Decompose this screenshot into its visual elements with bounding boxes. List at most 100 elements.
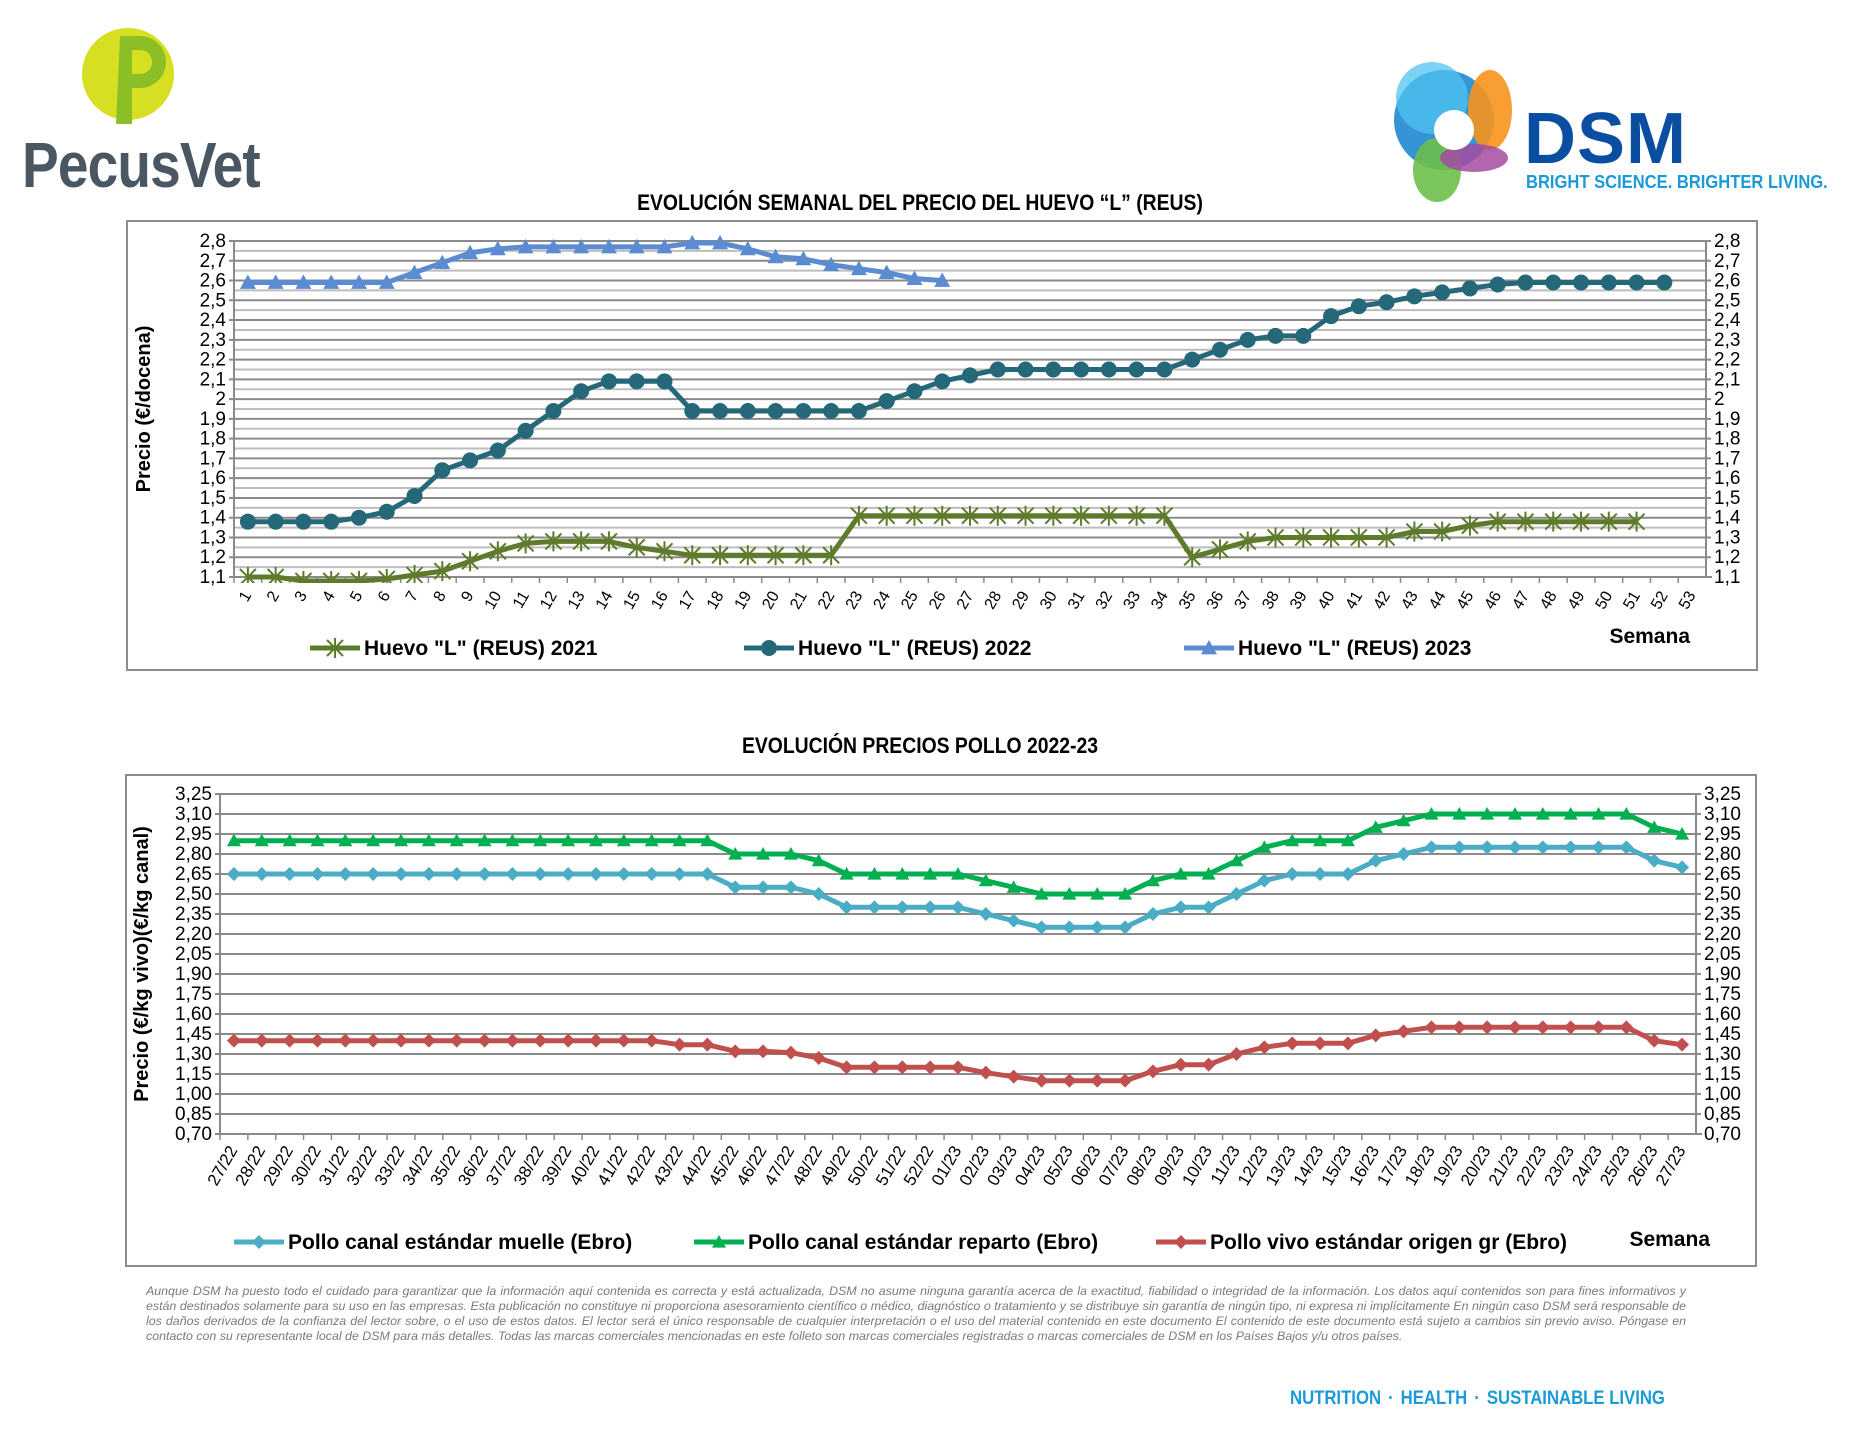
data-point	[282, 833, 297, 847]
chicken-chart-title: EVOLUCIÓN PRECIOS POLLO 2022-23	[741, 733, 1099, 758]
data-point	[1424, 840, 1439, 855]
y-tick-label-left: 2,3	[200, 330, 226, 351]
y-tick-label-right: 2,7	[1714, 251, 1740, 272]
y-axis-title: Precio (€/kg vivo)(€/kg canal)	[131, 826, 153, 1102]
data-point	[449, 1033, 464, 1048]
data-point	[700, 867, 715, 881]
x-tick-label: 27	[954, 588, 978, 612]
data-point	[1480, 807, 1495, 820]
x-tick-label: 42	[1370, 588, 1394, 612]
data-point	[951, 867, 965, 880]
y-tick-label-left: 1,3	[200, 527, 226, 548]
data-point	[811, 887, 826, 901]
data-point	[561, 1033, 576, 1048]
y-tick-label-left: 1,8	[200, 429, 226, 450]
data-point	[1656, 274, 1673, 291]
data-point	[1285, 833, 1300, 847]
data-point	[923, 900, 938, 915]
data-point	[1488, 511, 1507, 532]
data-point	[1340, 1036, 1355, 1051]
data-point	[1434, 284, 1451, 301]
data-point	[1461, 515, 1479, 536]
data-point	[795, 402, 812, 419]
data-point	[434, 462, 451, 479]
data-point	[533, 867, 548, 881]
data-point	[1034, 887, 1049, 900]
y-tick-label-right: 1,1	[1714, 567, 1740, 588]
y-tick-label-right: 3,10	[1704, 804, 1741, 825]
x-tick-label: 45	[1454, 588, 1478, 612]
y-tick-label-left: 2,50	[175, 884, 212, 905]
y-tick-label-right: 1,60	[1704, 1004, 1741, 1025]
data-point	[767, 248, 784, 264]
y-tick-label-left: 3,25	[175, 784, 212, 805]
data-point	[1406, 288, 1423, 305]
data-point	[728, 1044, 743, 1059]
x-tick-label: 23	[843, 588, 867, 612]
data-point	[310, 833, 325, 847]
y-axis-title: Precio (€/docena)	[133, 326, 155, 493]
x-tick-label: 31	[1065, 588, 1089, 612]
data-point	[878, 393, 895, 410]
x-tick-label: 16	[648, 588, 672, 612]
data-point	[951, 900, 965, 915]
data-point	[310, 867, 325, 881]
data-point	[421, 833, 436, 847]
y-tick-label-left: 1,9	[200, 409, 226, 430]
data-point	[1313, 833, 1328, 847]
x-tick-label: 47	[1509, 588, 1533, 612]
x-tick-label: 44	[1426, 588, 1450, 612]
data-point	[756, 880, 771, 895]
data-point	[350, 509, 367, 526]
x-tick-label: 28	[982, 588, 1006, 612]
data-point	[254, 833, 269, 847]
y-tick-label-left: 1,60	[175, 1004, 212, 1025]
y-tick-label-right: 2,95	[1704, 824, 1741, 845]
data-point	[1145, 1064, 1160, 1079]
data-point	[350, 570, 368, 583]
data-point	[628, 373, 645, 390]
legend-label: Pollo canal estándar reparto (Ebro)	[748, 1231, 1098, 1254]
data-point	[267, 513, 284, 530]
data-point	[839, 1060, 854, 1075]
data-point	[600, 373, 617, 390]
data-point	[1266, 527, 1285, 548]
pecusvet-logo-mark-icon	[82, 28, 174, 124]
data-point	[545, 402, 562, 419]
data-point	[1183, 547, 1201, 568]
data-point	[1647, 820, 1662, 833]
data-point	[1516, 511, 1535, 532]
data-point	[505, 867, 520, 881]
chicken-chart-frame	[125, 774, 1757, 1267]
data-point	[1239, 331, 1256, 348]
y-tick-label-left: 1,6	[200, 468, 226, 489]
x-tick-label: 13	[565, 588, 589, 612]
x-tick-label: 24	[871, 588, 895, 612]
data-point	[1128, 361, 1145, 378]
data-point	[1675, 1037, 1690, 1052]
dsm-logo-text: DSM	[1524, 99, 1687, 179]
legend-label: Huevo "L" (REUS) 2022	[798, 637, 1031, 660]
data-point	[1619, 807, 1634, 820]
data-point	[712, 402, 729, 419]
data-point	[1211, 539, 1229, 560]
data-point	[878, 264, 895, 280]
data-point	[505, 1033, 520, 1048]
data-point	[1340, 833, 1355, 847]
data-point	[1322, 527, 1340, 548]
data-point	[1184, 351, 1201, 368]
data-point	[867, 1060, 882, 1075]
data-point	[1145, 907, 1160, 921]
y-tick-label-left: 1,4	[200, 508, 227, 529]
y-tick-label-right: 2,80	[1704, 844, 1741, 865]
y-tick-label-left: 2,05	[175, 944, 212, 965]
data-point	[1368, 853, 1383, 868]
data-point	[850, 505, 868, 526]
data-point	[1424, 1020, 1439, 1035]
y-tick-label-right: 2,65	[1704, 864, 1741, 885]
data-point	[544, 531, 563, 552]
data-point	[783, 1045, 798, 1060]
data-point	[1173, 1057, 1188, 1072]
y-tick-label-left: 2,20	[175, 924, 212, 945]
data-point	[449, 867, 464, 881]
